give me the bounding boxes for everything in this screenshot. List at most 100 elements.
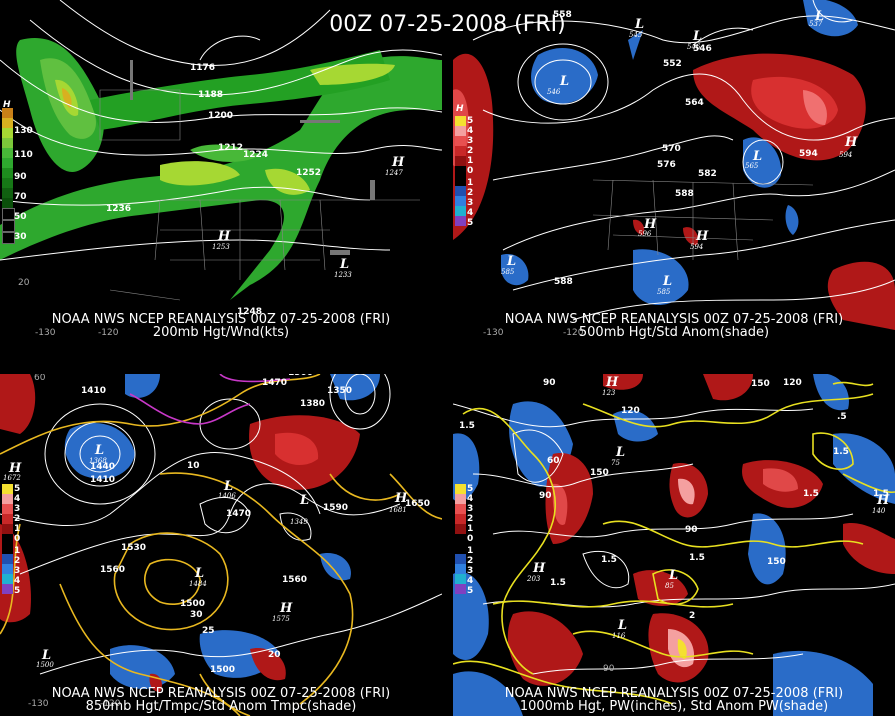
contour-label: 1560	[282, 575, 307, 585]
pw-label: 1.5	[873, 489, 889, 499]
low-pressure-marker: L	[692, 29, 702, 44]
high-pressure-value: 594	[839, 151, 852, 159]
panel-500mb-map: 558 552 564 570 576 582 588 594 546 588 …	[453, 0, 895, 342]
contour-label: 588	[554, 277, 573, 287]
contour-label: 1252	[296, 168, 321, 178]
contour-label: 1248	[237, 307, 262, 317]
low-pressure-value: 546	[547, 88, 561, 96]
map-1000mb: 90 120 150 60 90 150 120 1.5 1.5 1.5 1.5…	[453, 374, 895, 716]
latitude-label: 20	[18, 278, 30, 288]
map-850mb: 1410 1500 1470 1350 1380 1440 1410 1530 …	[0, 374, 442, 716]
low-pressure-marker: L	[299, 493, 309, 508]
pw-label: 1.5	[689, 553, 705, 563]
high-pressure-value: 594	[690, 243, 703, 251]
contour-label: 1440	[90, 462, 115, 472]
temperature-contours	[0, 374, 442, 716]
contour-label: 150	[751, 379, 770, 389]
state-boundaries	[592, 179, 814, 261]
low-pressure-value: 565	[745, 162, 759, 170]
low-pressure-marker: L	[752, 149, 762, 164]
panel-caption-title: NOAA NWS NCEP REANALYSIS 00Z 07-25-2008 …	[504, 312, 844, 327]
contour-label: 552	[663, 59, 682, 69]
low-pressure-value: 1500	[36, 661, 54, 669]
pressure-contour-label: 90	[603, 664, 615, 674]
color-legend: H 130 110 90 70 50 30	[2, 100, 33, 244]
coastline-dots	[130, 60, 375, 255]
high-pressure-marker: H	[279, 601, 293, 616]
contour-label: 1188	[198, 90, 223, 100]
contour-label: 546	[693, 44, 712, 54]
contour-label: 1350	[327, 386, 352, 396]
high-pressure-marker: H	[217, 229, 231, 244]
panel-caption-field: 850mb Hgt/Tmpc/Std Anom Tmpc(shade)	[85, 699, 357, 714]
longitude-label: -120	[98, 328, 119, 338]
high-pressure-marker: H	[605, 375, 619, 390]
low-pressure-value: 1484	[189, 580, 207, 588]
wind-speed-shading	[0, 38, 442, 300]
contour-label: 1470	[226, 509, 251, 519]
temp-label: 30	[190, 610, 203, 620]
longitude-label: -120	[100, 699, 121, 709]
panel-200mb-map: 1176 1188 1200 1212 1224 1236 1248 1252 …	[0, 0, 442, 342]
panel-caption-field: 500mb Hgt/Std Anom(shade)	[578, 325, 770, 340]
contour-label: 120	[621, 406, 640, 416]
high-pressure-value: 1681	[389, 506, 407, 514]
low-pressure-marker: L	[223, 479, 233, 494]
low-pressure-value: 1233	[334, 271, 352, 279]
longitude-label: -130	[35, 328, 56, 338]
panel-caption-title: NOAA NWS NCEP REANALYSIS 00Z 07-25-2008 …	[51, 312, 391, 327]
longitude-label: -130	[28, 699, 49, 709]
map-200mb: 1176 1188 1200 1212 1224 1236 1248 1252 …	[0, 0, 442, 338]
low-pressure-marker: L	[194, 566, 204, 581]
contour-label: 1500	[180, 599, 205, 609]
contour-label: 1560	[100, 565, 125, 575]
high-pressure-marker: H	[844, 135, 858, 150]
low-pressure-value: 537	[809, 20, 823, 28]
contour-label: 1410	[90, 475, 115, 485]
contour-label: 588	[675, 189, 694, 199]
high-pressure-value: 596	[638, 230, 652, 238]
low-pressure-marker: L	[617, 618, 627, 633]
low-pressure-value: 116	[612, 632, 626, 640]
low-pressure-value: 85	[665, 582, 674, 590]
panel-caption-field: 200mb Hgt/Wnd(kts)	[152, 325, 290, 340]
high-pressure-value: 140	[872, 507, 886, 515]
low-pressure-marker: L	[668, 568, 678, 583]
low-pressure-value: 545	[629, 31, 643, 39]
contour-label: 90	[539, 491, 552, 501]
std-anomaly-shading	[453, 374, 895, 716]
contour-label: 1200	[208, 111, 233, 121]
high-pressure-marker: H	[695, 229, 709, 244]
pw-label: 1.5	[833, 447, 849, 457]
contour-label: 1590	[323, 503, 348, 513]
contour-label: 1470	[262, 378, 287, 388]
low-pressure-marker: L	[559, 74, 569, 89]
panel-caption-title: NOAA NWS NCEP REANALYSIS 00Z 07-25-2008 …	[504, 686, 844, 701]
temp-label: 20	[268, 650, 281, 660]
contour-label: 120	[783, 378, 802, 388]
high-pressure-value: 1247	[385, 169, 403, 177]
high-pressure-marker: H	[8, 461, 22, 476]
low-pressure-marker: L	[615, 445, 625, 460]
contour-label: 90	[543, 378, 556, 388]
low-pressure-value: 585	[501, 268, 515, 276]
panel-caption-field: 1000mb Hgt, PW(inches), Std Anom PW(shad…	[519, 699, 829, 714]
color-legend: 5 4 3 2 1 0 1 2 3 4 5	[2, 484, 20, 596]
pw-label: 1.5	[803, 489, 819, 499]
panel-1000mb-map: 90 120 150 60 90 150 120 1.5 1.5 1.5 1.5…	[453, 374, 895, 716]
low-pressure-marker: L	[506, 254, 516, 269]
contour-label: 150	[590, 468, 609, 478]
low-pressure-marker: L	[814, 9, 824, 24]
low-pressure-marker: L	[662, 274, 672, 289]
contour-label: 1500	[210, 665, 235, 675]
high-pressure-marker: H	[876, 493, 890, 508]
low-pressure-marker: L	[94, 443, 104, 458]
low-pressure-value: 546	[687, 43, 701, 51]
page-title: 00Z 07-25-2008 (FRI)	[329, 12, 566, 37]
low-pressure-value: 1406	[218, 492, 236, 500]
contour-label: 570	[662, 144, 681, 154]
color-legend: 5 4 3 2 1 0 1 2 3 4 5	[455, 484, 473, 596]
contour-label: 1530	[121, 543, 146, 553]
contour-label: 582	[698, 169, 717, 179]
contour-label: 1380	[300, 399, 325, 409]
